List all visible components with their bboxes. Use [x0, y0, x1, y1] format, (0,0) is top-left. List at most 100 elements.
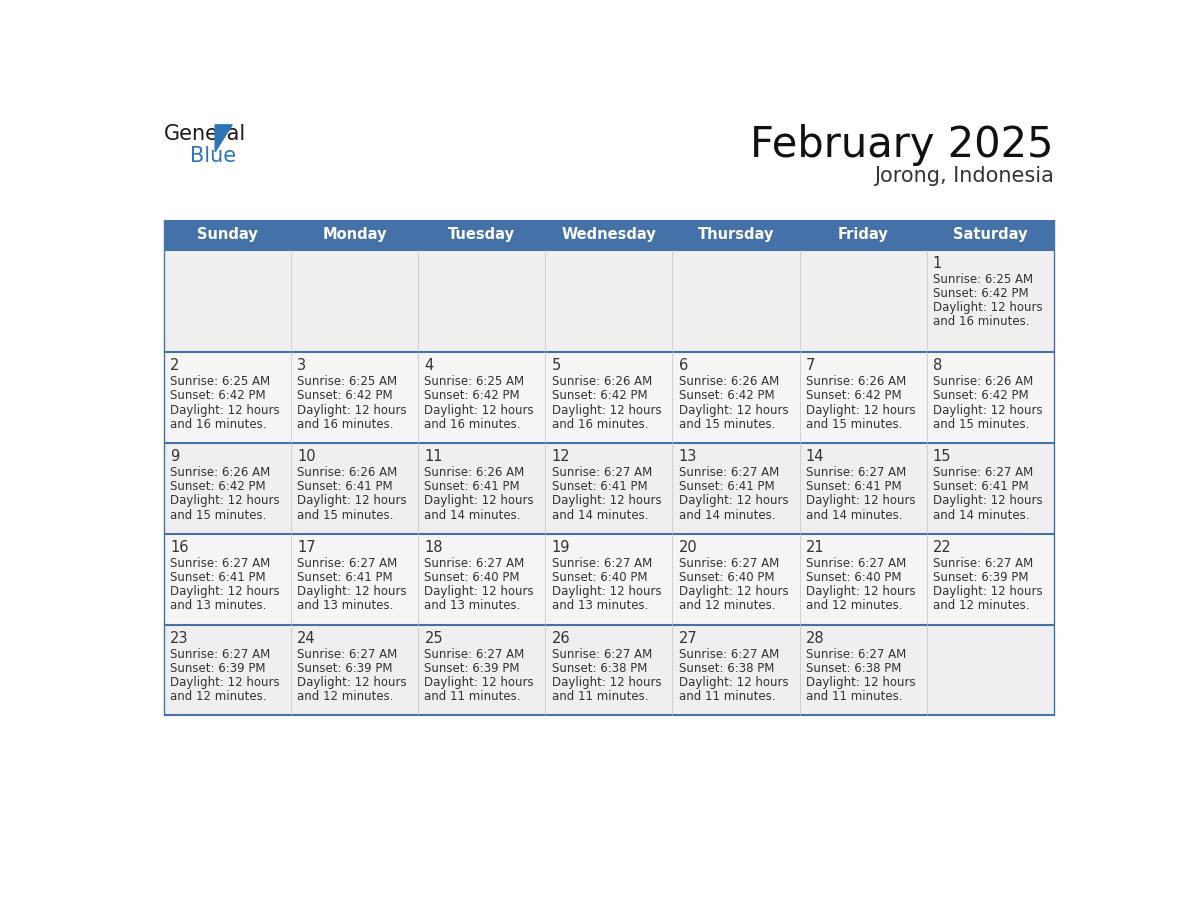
Text: Daylight: 12 hours: Daylight: 12 hours	[933, 404, 1042, 417]
Text: 27: 27	[678, 631, 697, 645]
Text: 9: 9	[170, 449, 179, 464]
Text: Sunrise: 6:25 AM: Sunrise: 6:25 AM	[297, 375, 398, 388]
Text: 20: 20	[678, 540, 697, 554]
Text: and 14 minutes.: and 14 minutes.	[933, 509, 1029, 521]
Text: 19: 19	[551, 540, 570, 554]
Text: Sunset: 6:41 PM: Sunset: 6:41 PM	[678, 480, 775, 493]
Text: Daylight: 12 hours: Daylight: 12 hours	[805, 586, 915, 599]
Text: Daylight: 12 hours: Daylight: 12 hours	[424, 404, 535, 417]
Text: 13: 13	[678, 449, 697, 464]
Text: Daylight: 12 hours: Daylight: 12 hours	[170, 677, 280, 689]
Text: Sunrise: 6:25 AM: Sunrise: 6:25 AM	[424, 375, 525, 388]
Text: Sunrise: 6:27 AM: Sunrise: 6:27 AM	[678, 556, 779, 570]
Text: 26: 26	[551, 631, 570, 645]
Text: 1: 1	[933, 256, 942, 271]
Text: Sunset: 6:41 PM: Sunset: 6:41 PM	[933, 480, 1029, 493]
Text: Daylight: 12 hours: Daylight: 12 hours	[297, 404, 407, 417]
Text: Sunset: 6:42 PM: Sunset: 6:42 PM	[424, 389, 520, 402]
Text: Sunset: 6:42 PM: Sunset: 6:42 PM	[170, 389, 266, 402]
Text: Sunrise: 6:26 AM: Sunrise: 6:26 AM	[933, 375, 1034, 388]
Text: Sunset: 6:39 PM: Sunset: 6:39 PM	[297, 662, 393, 675]
Text: Sunrise: 6:27 AM: Sunrise: 6:27 AM	[805, 466, 906, 479]
Text: and 15 minutes.: and 15 minutes.	[170, 509, 266, 521]
Text: Sunset: 6:41 PM: Sunset: 6:41 PM	[424, 480, 520, 493]
Text: Sunset: 6:42 PM: Sunset: 6:42 PM	[805, 389, 902, 402]
Text: Sunrise: 6:26 AM: Sunrise: 6:26 AM	[297, 466, 398, 479]
Text: Daylight: 12 hours: Daylight: 12 hours	[551, 586, 662, 599]
Text: Sunset: 6:40 PM: Sunset: 6:40 PM	[424, 571, 520, 584]
Text: Sunset: 6:41 PM: Sunset: 6:41 PM	[297, 571, 393, 584]
Bar	[164, 624, 1054, 715]
Text: Jorong, Indonesia: Jorong, Indonesia	[874, 165, 1054, 185]
Text: Sunrise: 6:27 AM: Sunrise: 6:27 AM	[678, 647, 779, 661]
Text: Daylight: 12 hours: Daylight: 12 hours	[297, 677, 407, 689]
Text: 17: 17	[297, 540, 316, 554]
Text: 11: 11	[424, 449, 443, 464]
Text: Daylight: 12 hours: Daylight: 12 hours	[805, 495, 915, 508]
Text: 23: 23	[170, 631, 189, 645]
Text: and 16 minutes.: and 16 minutes.	[933, 316, 1029, 329]
Text: Sunset: 6:42 PM: Sunset: 6:42 PM	[678, 389, 775, 402]
Text: Sunday: Sunday	[197, 228, 258, 242]
Text: Daylight: 12 hours: Daylight: 12 hours	[805, 404, 915, 417]
Text: and 13 minutes.: and 13 minutes.	[170, 599, 266, 612]
Text: and 14 minutes.: and 14 minutes.	[678, 509, 775, 521]
Text: Daylight: 12 hours: Daylight: 12 hours	[297, 495, 407, 508]
Text: 12: 12	[551, 449, 570, 464]
Text: 3: 3	[297, 358, 307, 373]
Text: Sunset: 6:41 PM: Sunset: 6:41 PM	[170, 571, 266, 584]
Text: Daylight: 12 hours: Daylight: 12 hours	[170, 404, 280, 417]
Text: Sunset: 6:38 PM: Sunset: 6:38 PM	[678, 662, 773, 675]
Text: Blue: Blue	[190, 146, 235, 165]
Text: and 15 minutes.: and 15 minutes.	[678, 418, 775, 431]
Text: Daylight: 12 hours: Daylight: 12 hours	[424, 495, 535, 508]
Text: Tuesday: Tuesday	[448, 228, 516, 242]
Text: and 12 minutes.: and 12 minutes.	[170, 690, 266, 703]
Text: Daylight: 12 hours: Daylight: 12 hours	[933, 586, 1042, 599]
Text: 10: 10	[297, 449, 316, 464]
Text: Sunrise: 6:27 AM: Sunrise: 6:27 AM	[170, 647, 271, 661]
Bar	[164, 442, 1054, 533]
Text: 5: 5	[551, 358, 561, 373]
Text: and 13 minutes.: and 13 minutes.	[424, 599, 520, 612]
Text: and 15 minutes.: and 15 minutes.	[933, 418, 1029, 431]
Text: Daylight: 12 hours: Daylight: 12 hours	[678, 404, 788, 417]
Text: Thursday: Thursday	[697, 228, 775, 242]
Text: and 15 minutes.: and 15 minutes.	[297, 509, 393, 521]
Text: 18: 18	[424, 540, 443, 554]
Text: Daylight: 12 hours: Daylight: 12 hours	[805, 677, 915, 689]
Text: Sunset: 6:40 PM: Sunset: 6:40 PM	[805, 571, 902, 584]
Text: Sunrise: 6:27 AM: Sunrise: 6:27 AM	[424, 647, 525, 661]
Text: and 13 minutes.: and 13 minutes.	[551, 599, 647, 612]
Text: 8: 8	[933, 358, 942, 373]
Text: Sunrise: 6:26 AM: Sunrise: 6:26 AM	[424, 466, 525, 479]
Bar	[164, 352, 1054, 442]
Text: Sunset: 6:41 PM: Sunset: 6:41 PM	[551, 480, 647, 493]
Text: and 12 minutes.: and 12 minutes.	[297, 690, 393, 703]
Text: Sunset: 6:42 PM: Sunset: 6:42 PM	[551, 389, 647, 402]
Text: Sunrise: 6:25 AM: Sunrise: 6:25 AM	[933, 273, 1032, 285]
Text: Saturday: Saturday	[953, 228, 1028, 242]
Text: 7: 7	[805, 358, 815, 373]
Text: and 15 minutes.: and 15 minutes.	[805, 418, 902, 431]
Text: Sunset: 6:40 PM: Sunset: 6:40 PM	[678, 571, 775, 584]
Text: Sunrise: 6:27 AM: Sunrise: 6:27 AM	[933, 466, 1034, 479]
Text: Sunrise: 6:27 AM: Sunrise: 6:27 AM	[551, 647, 652, 661]
Text: Sunset: 6:40 PM: Sunset: 6:40 PM	[551, 571, 647, 584]
Text: 2: 2	[170, 358, 179, 373]
Text: Sunrise: 6:27 AM: Sunrise: 6:27 AM	[170, 556, 271, 570]
Text: Sunrise: 6:27 AM: Sunrise: 6:27 AM	[297, 647, 398, 661]
Text: Sunset: 6:42 PM: Sunset: 6:42 PM	[933, 286, 1029, 300]
Text: Sunset: 6:39 PM: Sunset: 6:39 PM	[933, 571, 1029, 584]
Text: and 16 minutes.: and 16 minutes.	[170, 418, 266, 431]
Text: Daylight: 12 hours: Daylight: 12 hours	[424, 586, 535, 599]
Text: Daylight: 12 hours: Daylight: 12 hours	[551, 404, 662, 417]
Text: and 11 minutes.: and 11 minutes.	[551, 690, 647, 703]
Text: and 11 minutes.: and 11 minutes.	[678, 690, 775, 703]
Text: Daylight: 12 hours: Daylight: 12 hours	[678, 495, 788, 508]
Text: 22: 22	[933, 540, 952, 554]
Text: Wednesday: Wednesday	[562, 228, 656, 242]
Text: Daylight: 12 hours: Daylight: 12 hours	[170, 495, 280, 508]
Text: Sunrise: 6:26 AM: Sunrise: 6:26 AM	[805, 375, 906, 388]
Text: 15: 15	[933, 449, 952, 464]
